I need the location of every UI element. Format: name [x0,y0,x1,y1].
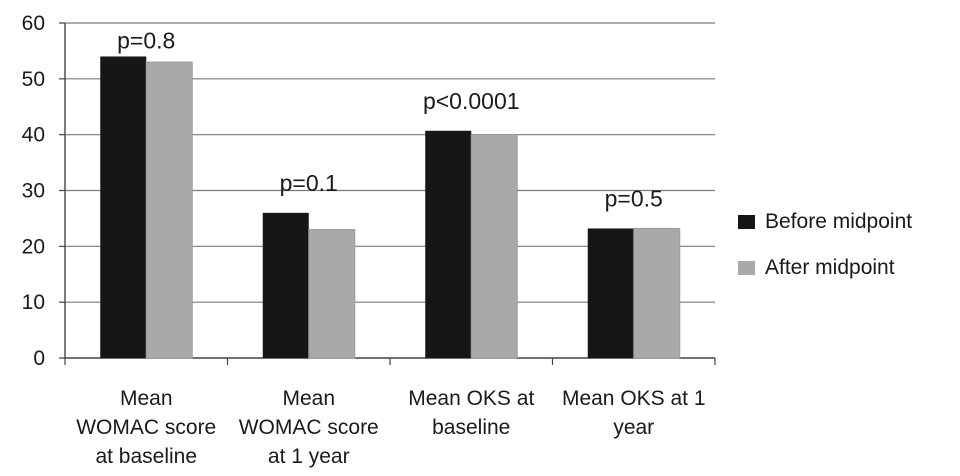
category-label: baseline [432,416,510,439]
category-label: at baseline [95,445,197,468]
bar-after-midpoint [308,229,356,359]
y-tick-label: 10 [22,291,45,314]
y-tick-label: 30 [22,180,45,203]
legend-label: After midpoint [765,256,895,279]
bars [100,56,681,359]
legend: Before midpoint After midpoint [738,210,912,279]
bar-before-midpoint [587,228,634,358]
y-tick-label: 0 [33,347,45,370]
legend-label: Before midpoint [765,210,912,233]
y-tick-label: 60 [22,12,45,35]
bar-before-midpoint [100,56,147,358]
p-value-label: p=0.1 [280,170,338,196]
p-value-label: p=0.5 [605,185,663,211]
p-value-label: p<0.0001 [423,88,520,114]
p-value-label: p=0.8 [117,28,175,54]
bar-before-midpoint [262,212,309,358]
legend-swatch-before [738,215,755,229]
y-tick-label: 20 [22,235,45,258]
bar-after-midpoint [145,61,193,359]
y-tick-label: 50 [22,68,45,91]
bar-before-midpoint [425,130,472,358]
category-label: at 1 year [268,445,350,468]
legend-swatch-after [738,261,755,275]
y-tick-label: 40 [22,124,45,147]
category-label: Mean OKS at 1 [562,387,706,410]
bar-after-midpoint [633,227,681,359]
category-label: Mean [120,387,173,410]
category-label: Mean [282,387,335,410]
labels: 0 10 20 30 40 50 60 p=0.8 Mean WOMAC score at base… [22,12,706,468]
category-label: Mean OKS at [408,387,534,410]
category-label: WOMAC score [239,416,379,439]
category-label: year [613,416,654,439]
category-label: WOMAC score [76,416,216,439]
bar-after-midpoint [470,134,518,359]
